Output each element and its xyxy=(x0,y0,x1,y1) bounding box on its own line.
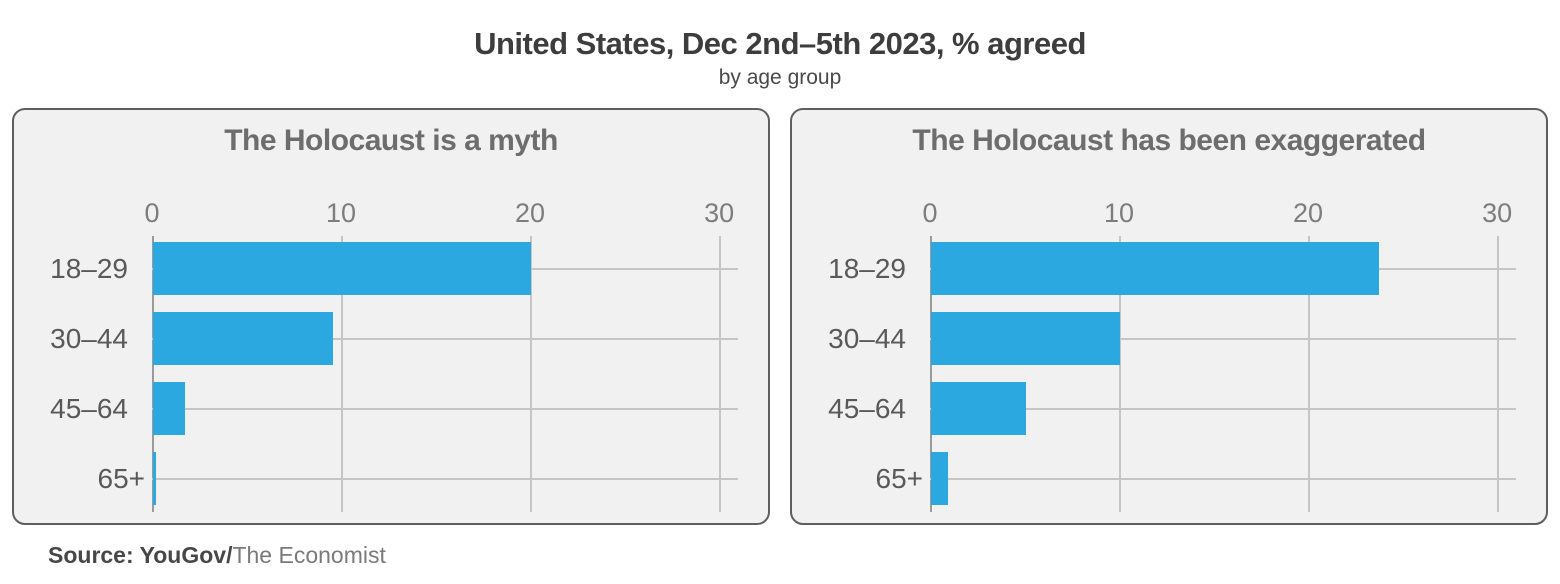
category-label: 18–29 xyxy=(50,253,128,284)
horizontal-gridline xyxy=(152,478,738,480)
plot-area xyxy=(930,236,1516,512)
axis-zero-line xyxy=(152,236,154,512)
bar-row xyxy=(930,242,1516,295)
bar xyxy=(931,382,1026,435)
panel-holocaust-myth: The Holocaust is a myth 0 10 20 30 18–29 30–… xyxy=(12,108,770,525)
tick-label: 20 xyxy=(515,198,546,228)
vertical-gridline xyxy=(719,236,721,512)
category-labels: 18–29 30–44 45–64 65+ xyxy=(14,236,145,512)
category-label: 65+ xyxy=(875,463,924,494)
bar-row xyxy=(152,452,738,505)
axis-ticks: 0 10 20 30 xyxy=(144,198,738,234)
vertical-gridline xyxy=(530,236,532,512)
category-labels: 18–29 30–44 45–64 65+ xyxy=(792,236,923,512)
source-publisher: The Economist xyxy=(232,542,386,568)
bar xyxy=(931,242,1379,295)
plot-area xyxy=(152,236,738,512)
vertical-gridline xyxy=(1308,236,1310,512)
chart-title: United States, Dec 2nd–5th 2023, % agree… xyxy=(474,26,1086,61)
tick-label: 0 xyxy=(922,198,938,228)
bar xyxy=(153,452,156,505)
tick-label: 30 xyxy=(704,198,735,228)
horizontal-gridline xyxy=(930,338,1516,340)
category-label: 30–44 xyxy=(50,323,128,354)
category-label: 45–64 xyxy=(50,393,128,424)
bar-row xyxy=(152,242,738,295)
bar xyxy=(153,242,532,295)
panel-title: The Holocaust is a myth xyxy=(224,124,558,157)
tick-label: 30 xyxy=(1482,198,1513,228)
bar-row xyxy=(930,452,1516,505)
tick-label: 20 xyxy=(1293,198,1324,228)
bar xyxy=(931,312,1121,365)
category-label: 18–29 xyxy=(828,253,906,284)
bar-row xyxy=(152,382,738,435)
axis-zero-line xyxy=(930,236,932,512)
bar xyxy=(153,382,186,435)
bar xyxy=(153,312,333,365)
panel-title: The Holocaust has been exaggerated xyxy=(912,124,1426,157)
bar-row xyxy=(152,312,738,365)
chart-subtitle: by age group xyxy=(718,66,842,89)
vertical-gridline xyxy=(1497,236,1499,512)
category-label: 30–44 xyxy=(828,323,906,354)
source-line: Source: YouGov/The Economist xyxy=(48,542,386,569)
horizontal-gridline xyxy=(152,408,738,410)
category-label: 45–64 xyxy=(828,393,906,424)
tick-label: 10 xyxy=(326,198,357,228)
source-prefix: Source: YouGov/ xyxy=(48,542,233,568)
axis-ticks: 0 10 20 30 xyxy=(922,198,1516,234)
vertical-gridline xyxy=(341,236,343,512)
bar xyxy=(931,452,948,505)
vertical-gridline xyxy=(1119,236,1121,512)
tick-label: 0 xyxy=(144,198,160,228)
category-label: 65+ xyxy=(97,463,146,494)
horizontal-gridline xyxy=(930,478,1516,480)
horizontal-gridline xyxy=(930,408,1516,410)
bar-row xyxy=(930,382,1516,435)
horizontal-gridline xyxy=(152,338,738,340)
bar-row xyxy=(930,312,1516,365)
panel-holocaust-exaggerated: The Holocaust has been exaggerated 0 10 20… xyxy=(790,108,1548,525)
tick-label: 10 xyxy=(1104,198,1135,228)
